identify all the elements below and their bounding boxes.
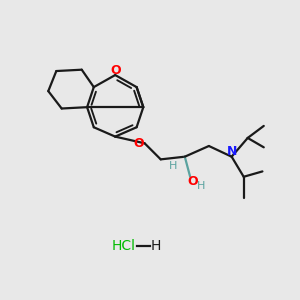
Text: H: H [150,239,161,254]
Text: HCl: HCl [111,239,135,254]
Text: N: N [226,146,237,158]
Text: H: H [169,161,177,171]
Text: O: O [187,175,198,188]
Text: O: O [134,137,144,150]
Text: O: O [110,64,121,77]
Text: H: H [197,181,205,191]
